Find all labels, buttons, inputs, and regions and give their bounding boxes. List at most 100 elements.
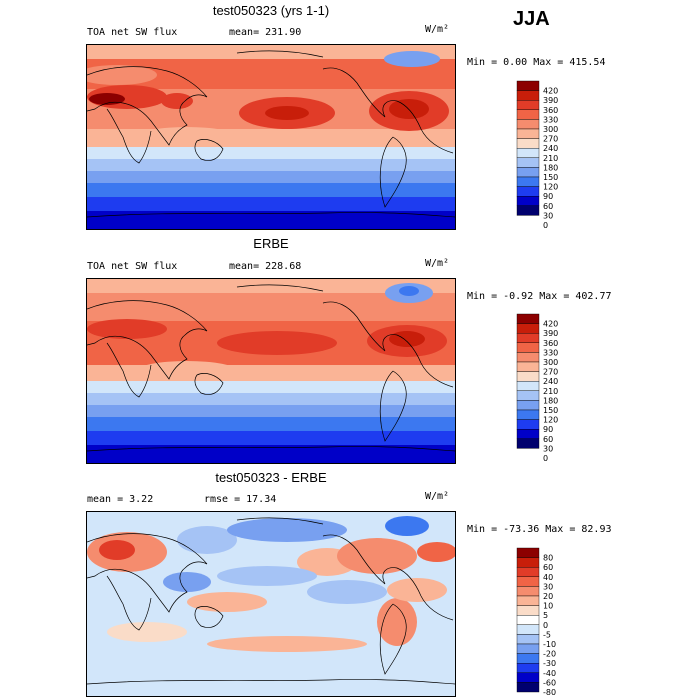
colorbar-2-box bbox=[516, 438, 540, 449]
colorbar-2-box bbox=[516, 313, 540, 324]
colorbar-3-tick-label: -60 bbox=[543, 678, 556, 687]
season-label: JJA bbox=[513, 8, 550, 30]
colorbar-1-box bbox=[516, 90, 540, 101]
panel-1-mean: mean= 231.90 bbox=[229, 27, 302, 38]
colorbar-2-tick-label: 60 bbox=[543, 435, 553, 444]
colorbar-3-box bbox=[516, 547, 540, 558]
colorbar-2-box bbox=[516, 390, 540, 401]
colorbar-3-box bbox=[516, 595, 540, 606]
colorbar-3-box bbox=[516, 586, 540, 597]
colorbar-2-tick-label: 180 bbox=[543, 396, 558, 405]
panel-1-map bbox=[86, 44, 456, 230]
colorbar-1-box bbox=[516, 195, 540, 206]
panel-2-title: ERBE bbox=[253, 236, 289, 251]
colorbar-3-tick-label: -10 bbox=[543, 640, 556, 649]
colorbar-3-tick-label: 0 bbox=[543, 621, 548, 630]
colorbar-3-tick-label: -30 bbox=[543, 659, 556, 668]
colorbar-2-tick-label: 240 bbox=[543, 377, 558, 386]
colorbar-2-box bbox=[516, 333, 540, 344]
colorbar-1-tick-label: 120 bbox=[543, 183, 558, 192]
colorbar-1-box bbox=[516, 100, 540, 111]
colorbar-3-tick-label: 40 bbox=[543, 573, 553, 582]
colorbar-1-box bbox=[516, 138, 540, 149]
colorbar-2-tick-label: 90 bbox=[543, 425, 553, 434]
panel-3-title: test050323 - ERBE bbox=[215, 470, 327, 485]
colorbar-2-box bbox=[516, 371, 540, 382]
colorbar-1-tick-label: 420 bbox=[543, 87, 558, 96]
colorbar-1-tick-label: 30 bbox=[543, 211, 553, 220]
panel-3-minmax: Min = -73.36 Max = 82.93 bbox=[467, 524, 612, 535]
colorbar-3-box bbox=[516, 624, 540, 635]
colorbar-3-box bbox=[516, 614, 540, 625]
colorbar-1-tick-label: 270 bbox=[543, 135, 558, 144]
colorbar-2-box bbox=[516, 380, 540, 391]
panel-1-minmax: Min = 0.00 Max = 415.54 bbox=[467, 57, 606, 68]
colorbar-2-tick-label: 360 bbox=[543, 339, 558, 348]
colorbar-2-tick-label: 270 bbox=[543, 368, 558, 377]
colorbar-1-tick-label: 360 bbox=[543, 106, 558, 115]
colorbar-2-box bbox=[516, 361, 540, 372]
colorbar-1-box bbox=[516, 128, 540, 139]
colorbar-3-tick-label: -40 bbox=[543, 669, 556, 678]
colorbar-1-tick-label: 390 bbox=[543, 96, 558, 105]
colorbar-3-tick-label: -20 bbox=[543, 650, 556, 659]
colorbar-1-box bbox=[516, 205, 540, 216]
colorbar-3-tick-label: 20 bbox=[543, 592, 553, 601]
colorbar-1-tick-label: 150 bbox=[543, 173, 558, 182]
colorbar-3-tick-label: -80 bbox=[543, 688, 556, 697]
colorbar-1-tick-label: 0 bbox=[543, 221, 548, 230]
colorbar-3-tick-label: -5 bbox=[543, 630, 551, 639]
colorbar-2-box bbox=[516, 323, 540, 334]
colorbar-2-tick-label: 150 bbox=[543, 406, 558, 415]
colorbar-1-tick-label: 90 bbox=[543, 192, 553, 201]
panel-2-minmax: Min = -0.92 Max = 402.77 bbox=[467, 291, 612, 302]
panel-2-units: W/m² bbox=[425, 258, 450, 269]
panel-2-map bbox=[86, 278, 456, 464]
panel-1-units: W/m² bbox=[425, 24, 450, 35]
panel-3-units: W/m² bbox=[425, 491, 450, 502]
panel-1-title: test050323 (yrs 1-1) bbox=[212, 3, 330, 18]
panel-3-map-svg bbox=[87, 512, 455, 696]
colorbar-3-tick-label: 5 bbox=[543, 611, 548, 620]
colorbar-1-tick-label: 180 bbox=[543, 163, 558, 172]
panel-3-rmse: rmse = 17.34 bbox=[204, 494, 277, 505]
panel-1-map-svg bbox=[87, 45, 455, 229]
colorbar-3-tick-label: 80 bbox=[543, 554, 553, 563]
colorbar-2-tick-label: 330 bbox=[543, 348, 558, 357]
colorbar-2-tick-label: 300 bbox=[543, 358, 558, 367]
colorbar-1-box bbox=[516, 80, 540, 91]
colorbar-2-tick-label: 420 bbox=[543, 320, 558, 329]
colorbar-2-tick-label: 30 bbox=[543, 444, 553, 453]
colorbar-3-tick-label: 30 bbox=[543, 582, 553, 591]
panel-1-field-label: TOA net SW flux bbox=[87, 27, 178, 38]
colorbar-2-box bbox=[516, 419, 540, 430]
colorbar-1-box bbox=[516, 176, 540, 187]
colorbar-1-box bbox=[516, 119, 540, 130]
colorbar-3-tick-label: 60 bbox=[543, 563, 553, 572]
colorbar-2-tick-label: 0 bbox=[543, 454, 548, 463]
colorbar-3-box bbox=[516, 605, 540, 616]
colorbar-1-box bbox=[516, 167, 540, 178]
panel-2-mean: mean= 228.68 bbox=[229, 261, 302, 272]
panel-3-mean: mean = 3.22 bbox=[87, 494, 154, 505]
colorbar-2-tick-label: 210 bbox=[543, 387, 558, 396]
colorbar-1-tick-label: 60 bbox=[543, 202, 553, 211]
colorbar-1-box bbox=[516, 147, 540, 158]
colorbar-2-tick-label: 120 bbox=[543, 416, 558, 425]
colorbar-3-box bbox=[516, 634, 540, 645]
colorbar-1-tick-label: 330 bbox=[543, 115, 558, 124]
panel-2-field-label: TOA net SW flux bbox=[87, 261, 178, 272]
colorbar-1-box bbox=[516, 109, 540, 120]
colorbar-3-box bbox=[516, 567, 540, 578]
colorbar-2-box bbox=[516, 352, 540, 363]
panel-2-map-svg bbox=[87, 279, 455, 463]
colorbar-3-tick-label: 10 bbox=[543, 602, 553, 611]
colorbar-3-box bbox=[516, 653, 540, 664]
colorbar-3-box bbox=[516, 643, 540, 654]
colorbar-2-box bbox=[516, 342, 540, 353]
colorbar-2-box bbox=[516, 428, 540, 439]
colorbar-1-box bbox=[516, 157, 540, 168]
